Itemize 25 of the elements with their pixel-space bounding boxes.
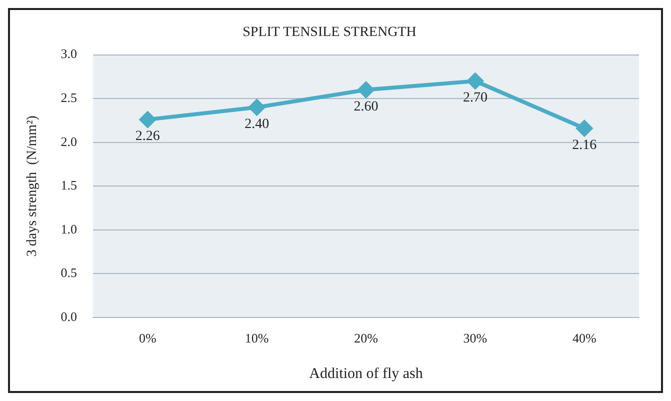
y-tick-label: 1.0 <box>60 221 78 236</box>
data-label: 2.60 <box>354 99 378 114</box>
data-label: 2.70 <box>462 90 488 106</box>
data-label: 2.16 <box>572 138 597 153</box>
data-label: 2.40 <box>244 116 270 132</box>
chart-title: SPLIT TENSILE STRENGTH <box>242 25 416 40</box>
y-tick-label: 2.0 <box>60 134 78 149</box>
point <box>140 112 156 128</box>
x-tick-label: 30% <box>463 330 488 346</box>
x-tick-label: 20% <box>354 330 378 346</box>
y-tick-label: 2.5 <box>60 90 78 105</box>
point <box>576 120 592 136</box>
y-axis-title: 3 days strength (N/mm²) <box>25 115 40 257</box>
point <box>248 99 265 116</box>
point <box>467 73 484 90</box>
y-tick-label: 3.0 <box>60 46 78 62</box>
point <box>358 82 374 98</box>
y-tick-label: 1.5 <box>60 178 78 193</box>
x-tick-label: 0% <box>138 330 156 346</box>
data-label: 2.26 <box>135 129 160 144</box>
y-tick-label: 0.0 <box>60 308 78 324</box>
x-tick-label: 10% <box>244 330 269 346</box>
x-axis-title: Addition of fly ash <box>309 366 424 382</box>
x-tick-label: 40% <box>572 330 596 346</box>
y-tick-label: 0.5 <box>60 265 78 280</box>
